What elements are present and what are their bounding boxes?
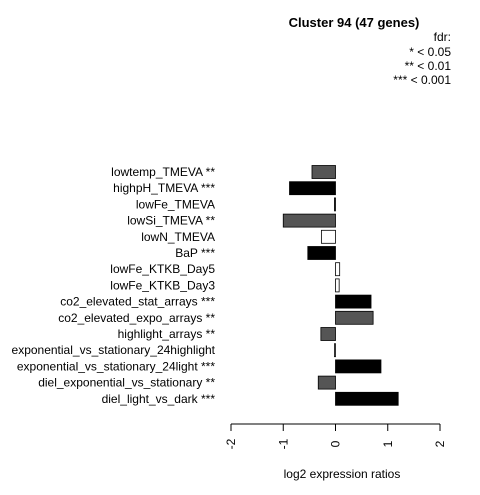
x-tick-label-1: -1 bbox=[276, 438, 290, 449]
bar-14 bbox=[335, 391, 399, 406]
x-tick-label-0: -2 bbox=[224, 438, 238, 449]
chart-title: Cluster 94 (47 genes) bbox=[289, 15, 420, 30]
legend-item-fdr-005: * < 0.05 bbox=[409, 45, 451, 59]
x-tick-label-2: 0 bbox=[329, 440, 343, 447]
x-axis: -2 -1 0 1 2 bbox=[224, 423, 447, 449]
bar-6 bbox=[335, 262, 341, 277]
bar-7 bbox=[335, 278, 340, 293]
bar-9 bbox=[335, 310, 374, 325]
bar-13 bbox=[317, 375, 336, 390]
bar-8 bbox=[335, 294, 372, 309]
category-label-13: diel_exponential_vs_stationary ** bbox=[38, 376, 215, 390]
category-label-4: lowN_TMEVA bbox=[141, 230, 215, 244]
x-tick-label-3: 1 bbox=[381, 440, 395, 447]
x-tick-label-4: 2 bbox=[433, 440, 447, 447]
category-label-9: co2_elevated_expo_arrays ** bbox=[58, 311, 215, 325]
bar-12 bbox=[335, 359, 382, 374]
bars bbox=[282, 165, 399, 406]
bar-2 bbox=[334, 197, 336, 212]
legend-item-fdr-0001: *** < 0.001 bbox=[393, 73, 451, 87]
bar-1 bbox=[289, 181, 336, 196]
bar-5 bbox=[307, 246, 336, 260]
bar-10 bbox=[320, 327, 336, 341]
legend: fdr: * < 0.05 ** < 0.01 *** < 0.001 bbox=[393, 30, 451, 87]
category-label-2: lowFe_TMEVA bbox=[136, 197, 215, 211]
category-label-0: lowtemp_TMEVA ** bbox=[111, 165, 215, 179]
category-label-10: highlight_arrays ** bbox=[118, 327, 216, 341]
bar-3 bbox=[282, 213, 336, 228]
category-label-14: diel_light_vs_dark *** bbox=[102, 392, 216, 406]
legend-item-fdr-001: ** < 0.01 bbox=[405, 59, 452, 73]
category-label-1: highpH_TMEVA *** bbox=[113, 181, 215, 195]
legend-title: fdr: bbox=[434, 30, 451, 44]
bar-4 bbox=[320, 229, 336, 244]
category-label-12: exponential_vs_stationary_24light *** bbox=[17, 359, 215, 373]
x-axis-label: log2 expression ratios bbox=[284, 467, 401, 481]
category-label-11: exponential_vs_stationary_24highlight bbox=[12, 343, 216, 357]
category-label-3: lowSi_TMEVA ** bbox=[127, 214, 215, 228]
category-label-5: BaP *** bbox=[175, 246, 215, 260]
category-label-6: lowFe_KTKB_Day5 bbox=[110, 262, 215, 276]
bar-11 bbox=[334, 343, 336, 358]
category-label-8: co2_elevated_stat_arrays *** bbox=[60, 295, 215, 309]
bar-0 bbox=[311, 165, 336, 179]
category-labels: lowtemp_TMEVA ** highpH_TMEVA *** lowFe_TM… bbox=[12, 165, 216, 406]
category-label-7: lowFe_KTKB_Day3 bbox=[110, 278, 215, 292]
